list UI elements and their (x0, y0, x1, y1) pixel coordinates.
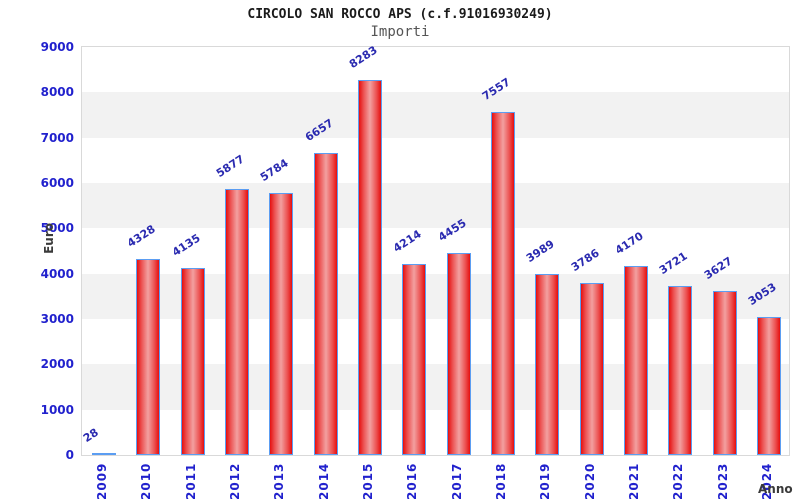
bar-2019 (535, 274, 560, 455)
y-tick-label: 1000 (40, 402, 74, 417)
x-tick-label: 2009 (95, 462, 110, 500)
bar-2015 (358, 79, 383, 455)
y-tick-label: 7000 (40, 130, 74, 145)
y-tick-label: 5000 (40, 221, 74, 236)
bar-2012 (225, 188, 250, 455)
x-tick-label: 2013 (272, 462, 287, 500)
grid-band (82, 47, 789, 93)
bar-2024 (756, 316, 781, 455)
plot-area (81, 46, 790, 456)
y-tick-label: 8000 (40, 85, 74, 100)
x-tick-label: 2018 (493, 462, 508, 500)
bar-2021 (623, 265, 648, 455)
x-tick-label: 2021 (626, 462, 641, 500)
bar-2013 (269, 192, 294, 455)
x-tick-label: 2020 (582, 462, 597, 500)
x-tick-label: 2011 (183, 462, 198, 500)
y-tick-label: 9000 (40, 40, 74, 54)
grid-band (82, 183, 789, 229)
bar-2010 (136, 258, 161, 455)
y-tick-label: 3000 (40, 312, 74, 326)
bar-2018 (490, 112, 515, 455)
grid-band (82, 92, 789, 138)
x-axis-title: Anno (758, 482, 793, 496)
chart-subtitle: Importi (370, 24, 430, 40)
grid-band (82, 228, 789, 274)
bar-2014 (313, 153, 338, 455)
y-tick-label: 2000 (40, 357, 74, 372)
bar-2023 (712, 290, 737, 455)
bar-2011 (180, 267, 205, 455)
bar-2016 (402, 263, 427, 455)
bar-2017 (446, 253, 471, 455)
x-tick-label: 2015 (361, 462, 376, 500)
x-tick-label: 2023 (715, 462, 730, 500)
y-axis-title: Euro (42, 223, 56, 254)
bar-2022 (668, 286, 693, 455)
y-tick-label: 0 (65, 448, 74, 462)
chart-title: CIRCOLO SAN ROCCO APS (c.f.91016930249) (247, 7, 553, 22)
x-tick-label: 2019 (538, 462, 553, 500)
y-tick-label: 4000 (40, 266, 74, 281)
bar-2020 (579, 283, 604, 455)
grid-band (82, 137, 789, 183)
x-tick-label: 2017 (449, 462, 464, 500)
x-tick-label: 2016 (405, 462, 420, 500)
x-tick-label: 2012 (228, 462, 243, 500)
x-tick-label: 2010 (139, 462, 154, 500)
x-tick-label: 2014 (316, 462, 331, 500)
x-tick-label: 2022 (671, 462, 686, 500)
bar-2009 (92, 453, 117, 455)
y-tick-label: 6000 (40, 176, 74, 190)
